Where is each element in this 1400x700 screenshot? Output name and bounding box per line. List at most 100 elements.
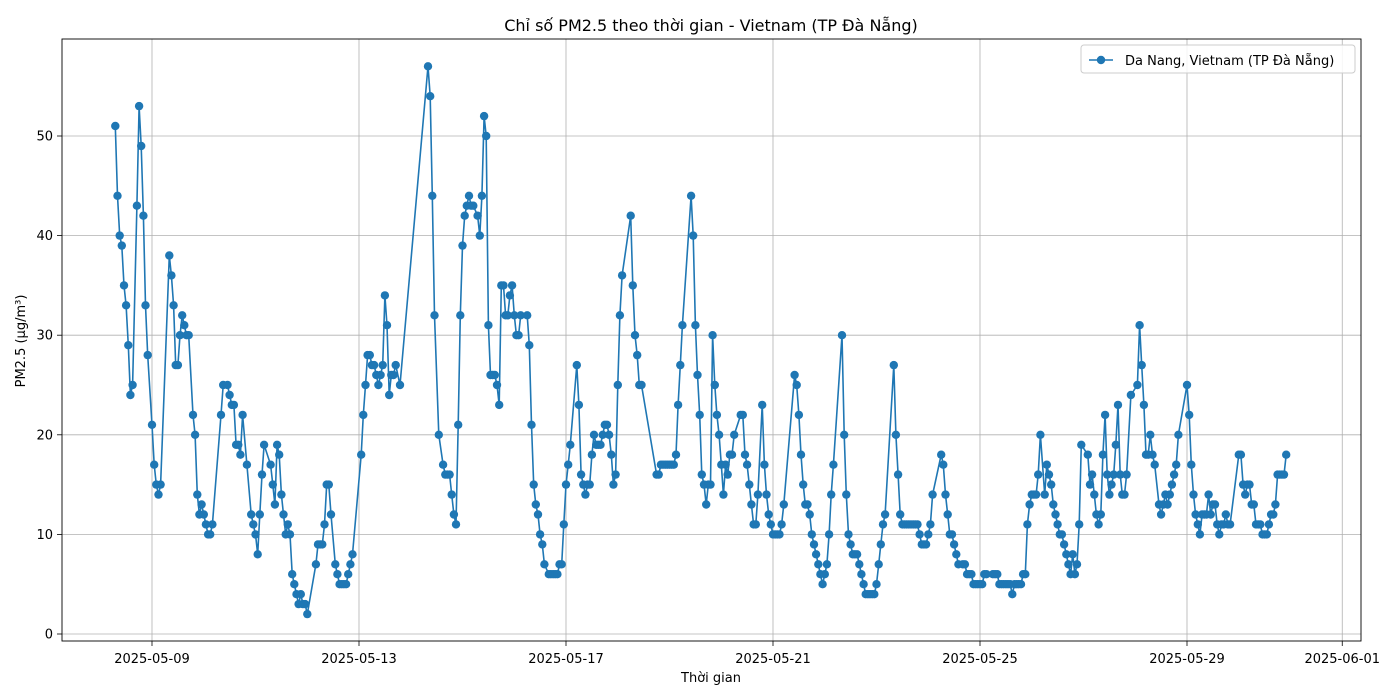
data-point — [1075, 520, 1084, 529]
data-point — [357, 450, 366, 459]
data-point — [564, 460, 573, 469]
data-point — [206, 530, 215, 539]
data-point — [255, 510, 264, 519]
legend-label: Da Nang, Vietnam (TP Đà Nẵng) — [1125, 54, 1334, 69]
data-point — [333, 570, 342, 579]
x-tick-label: 2025-05-17 — [528, 652, 604, 667]
data-point — [1215, 530, 1224, 539]
data-point — [747, 500, 756, 509]
data-point — [378, 360, 387, 370]
data-point — [188, 410, 198, 420]
data-point — [790, 370, 799, 380]
x-tick-label: 2025-05-21 — [735, 652, 811, 667]
data-point — [447, 490, 456, 499]
data-point — [824, 530, 834, 539]
data-point — [870, 590, 879, 599]
data-point — [285, 530, 295, 539]
data-point — [1236, 450, 1246, 459]
data-point — [1126, 390, 1136, 400]
data-point — [960, 560, 970, 569]
data-point — [1122, 470, 1131, 479]
data-point — [1225, 520, 1235, 529]
data-point — [495, 400, 504, 410]
data-point — [538, 540, 547, 549]
y-axis-ticks: 0 10 20 30 40 50 — [36, 130, 62, 643]
data-point — [585, 480, 594, 489]
data-point — [1185, 410, 1194, 420]
data-point — [510, 311, 519, 320]
data-point — [167, 271, 176, 280]
data-point — [456, 311, 465, 320]
data-point — [1174, 430, 1183, 439]
data-point — [247, 510, 256, 519]
data-point — [1187, 460, 1196, 469]
data-point — [540, 560, 549, 569]
y-tick-label: 20 — [36, 428, 53, 443]
data-point — [236, 450, 245, 459]
data-point — [300, 599, 310, 609]
data-point — [611, 470, 620, 479]
data-point — [609, 480, 618, 489]
data-point — [1221, 510, 1231, 519]
data-point — [223, 380, 232, 390]
data-point — [1105, 490, 1114, 499]
data-point — [941, 490, 950, 499]
data-point — [1100, 410, 1110, 420]
data-point — [1116, 470, 1125, 479]
data-point — [324, 480, 333, 489]
data-point — [708, 331, 717, 340]
y-axis-label: PM2.5 (µg/m³) — [14, 295, 29, 388]
data-point — [124, 341, 133, 350]
data-point — [1204, 490, 1213, 499]
data-point — [242, 460, 252, 469]
data-point — [691, 321, 700, 330]
data-point — [190, 430, 200, 439]
data-point — [939, 460, 948, 469]
data-point — [451, 520, 461, 529]
data-point — [369, 360, 379, 370]
data-point — [695, 410, 704, 420]
data-point — [818, 580, 827, 589]
data-point — [1021, 570, 1030, 579]
data-point — [499, 281, 508, 290]
data-point — [1049, 500, 1058, 509]
data-point — [654, 470, 663, 479]
x-tick-label: 2025-05-25 — [942, 652, 1018, 667]
data-point — [1150, 460, 1159, 469]
data-point — [1111, 440, 1121, 449]
data-point — [779, 500, 788, 509]
data-point — [949, 540, 959, 549]
data-point — [141, 301, 150, 310]
data-point — [1282, 450, 1291, 459]
data-point — [753, 490, 763, 499]
data-point — [1189, 490, 1198, 499]
data-point — [719, 490, 728, 499]
data-point — [1034, 470, 1043, 479]
data-point — [344, 570, 353, 579]
data-point — [249, 520, 258, 529]
data-point — [1156, 510, 1166, 519]
data-point — [762, 490, 771, 499]
data-point — [154, 490, 163, 499]
data-point — [1096, 510, 1106, 519]
data-point — [253, 550, 262, 559]
data-point — [1016, 580, 1026, 589]
data-point — [581, 490, 590, 499]
data-point — [714, 430, 724, 439]
data-point — [604, 430, 614, 439]
data-point — [829, 460, 838, 469]
x-tick-label: 2025-06-01 — [1304, 652, 1380, 667]
data-point — [1051, 510, 1060, 519]
data-point — [208, 520, 217, 529]
data-point — [796, 450, 806, 459]
data-point — [1062, 550, 1071, 559]
data-point — [492, 380, 502, 390]
data-point — [937, 450, 946, 459]
data-point — [872, 580, 881, 589]
data-point — [535, 530, 545, 539]
data-point — [365, 350, 374, 360]
data-point — [438, 460, 448, 469]
data-point — [460, 211, 469, 220]
data-point — [1025, 500, 1034, 509]
data-point — [117, 241, 127, 250]
